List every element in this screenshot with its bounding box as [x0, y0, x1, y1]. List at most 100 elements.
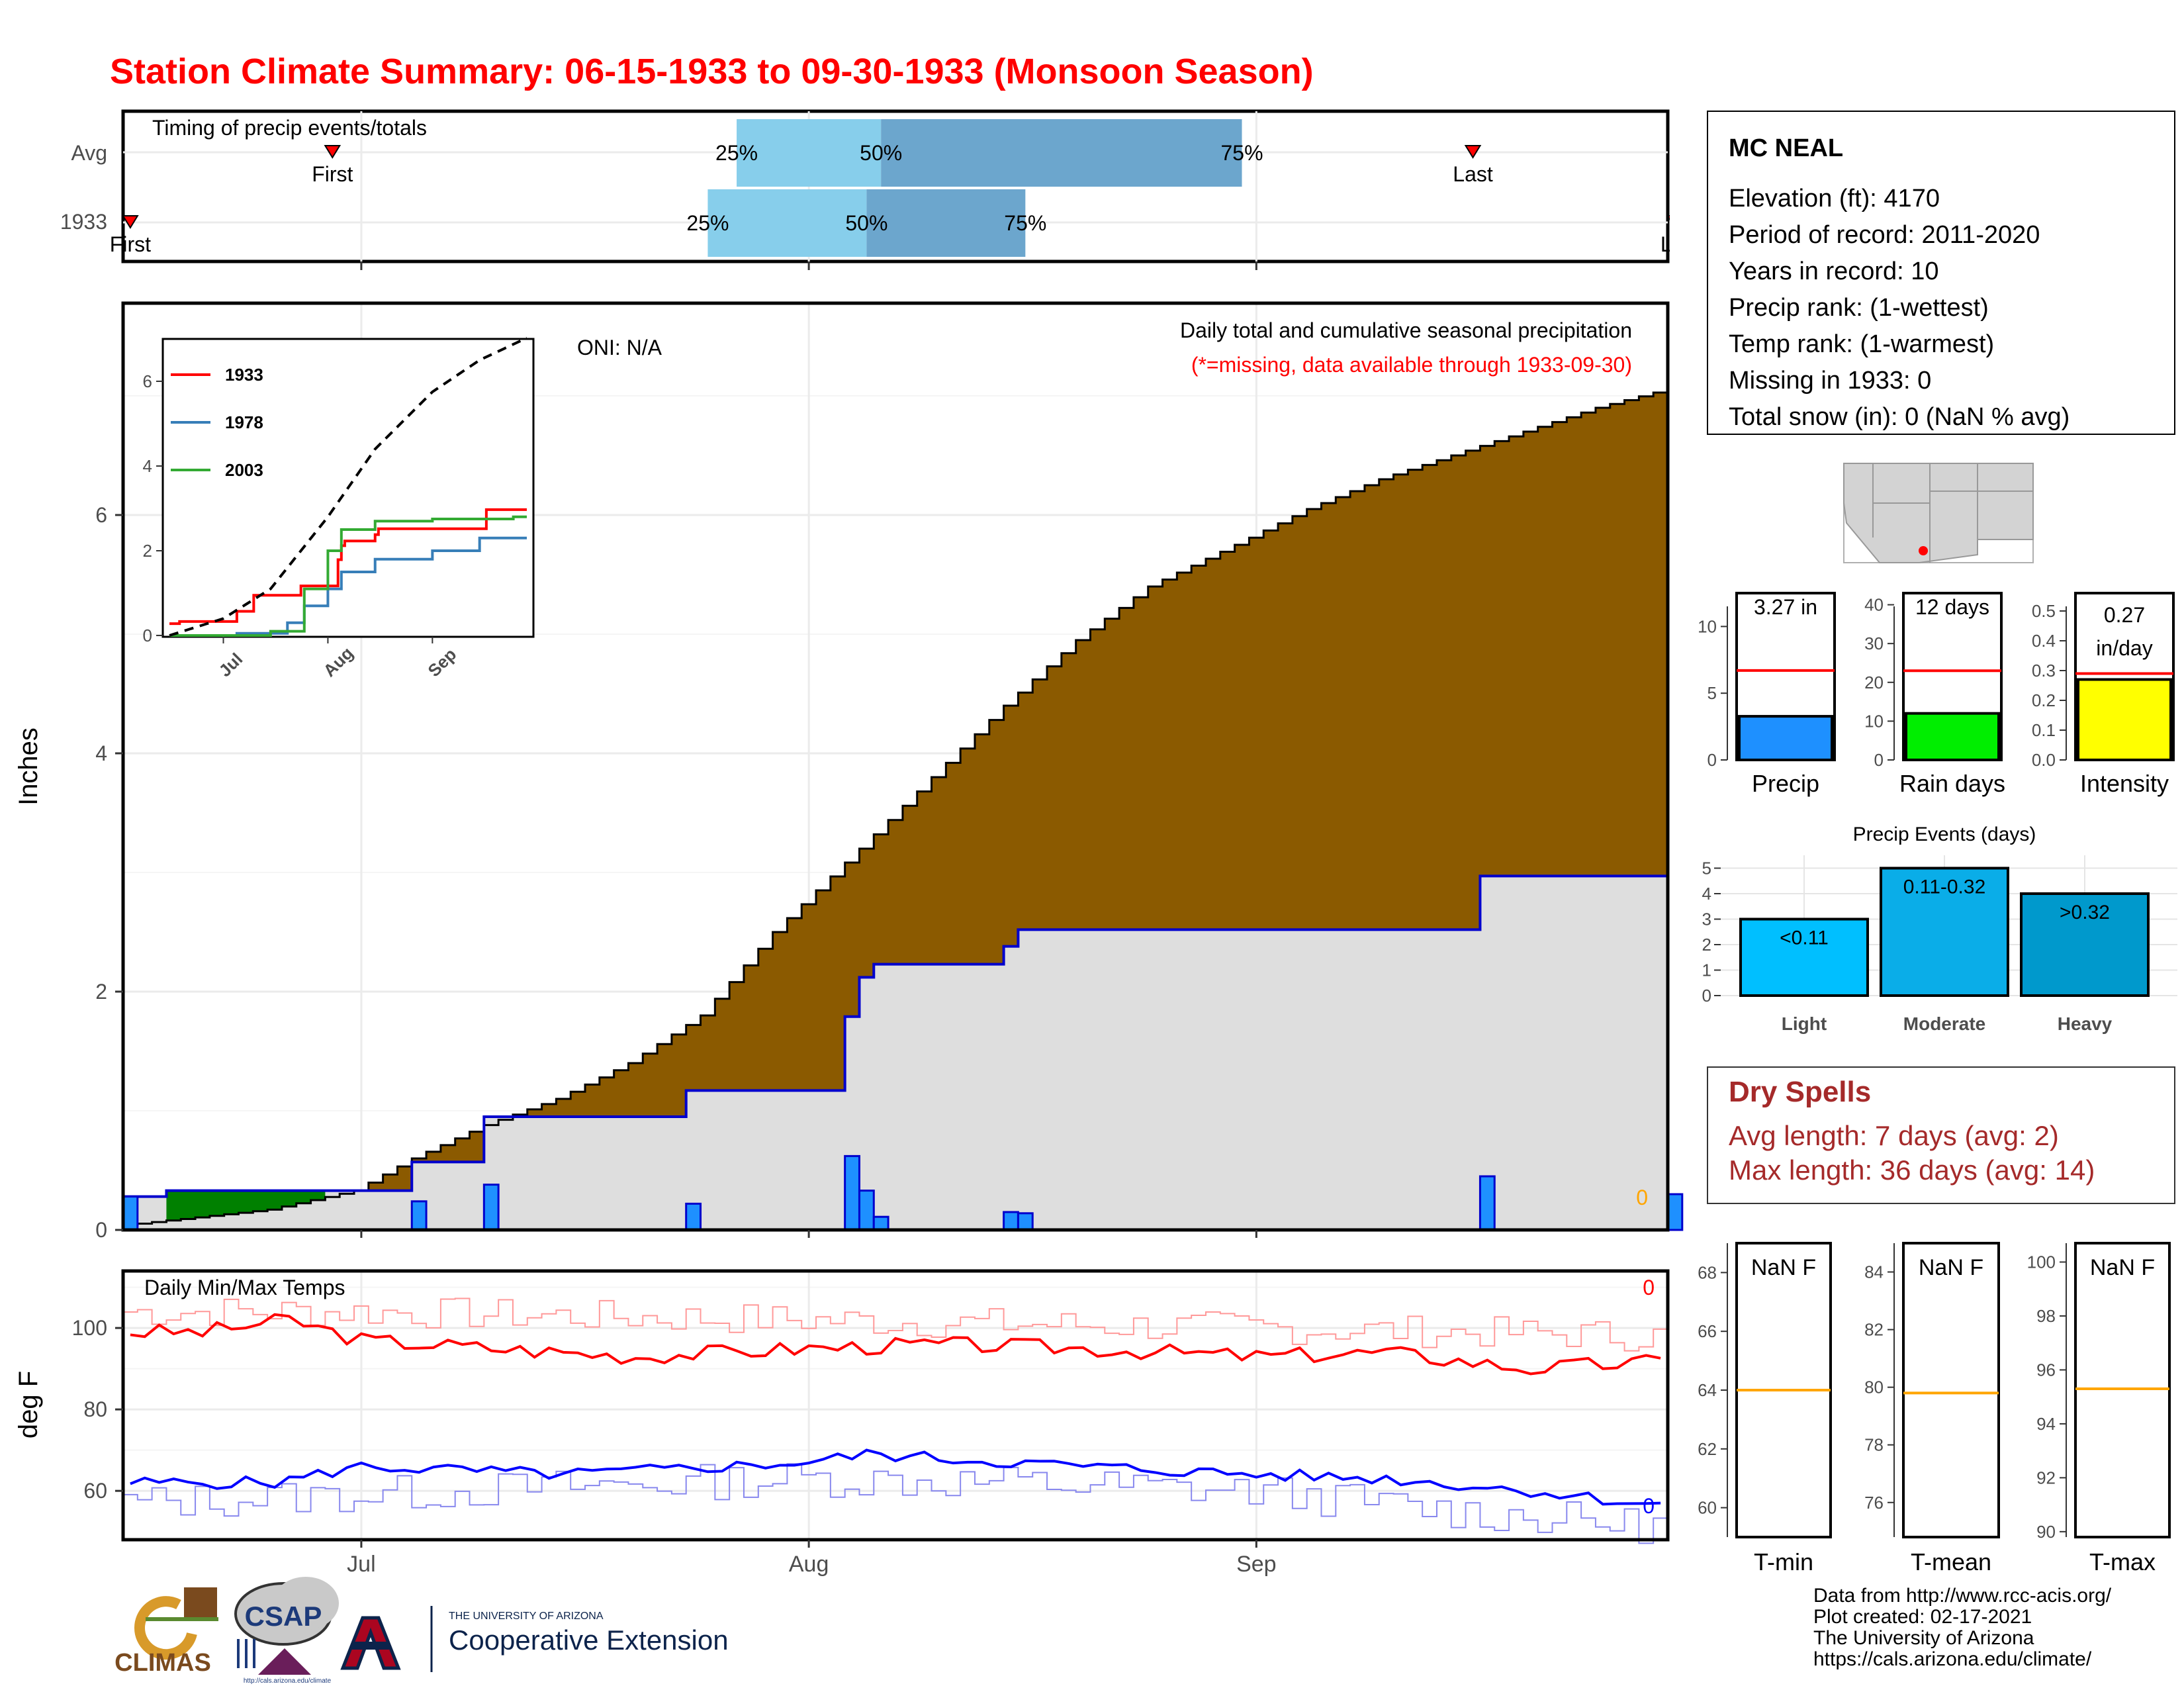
- events-bar-moderate: [1880, 867, 2009, 997]
- temp-bar-category-label: T-min: [1754, 1548, 1813, 1575]
- mini-bar-category-label: Intensity: [2080, 770, 2169, 797]
- daily-precip-bar: [1003, 1211, 1019, 1231]
- temp-ytick-label: 100: [72, 1316, 107, 1340]
- timing-row-1933: 1933: [60, 210, 107, 234]
- precip-ytick-label: 4: [95, 741, 107, 765]
- station-info-line: Total snow (in): 0 (NaN % avg): [1729, 403, 2070, 431]
- inset-average-line: [169, 336, 527, 637]
- mini-bar-category-label: Rain days: [1899, 770, 2005, 797]
- tmax-1933-line: [130, 1313, 1661, 1376]
- temp-bar-category-label: T-max: [2089, 1548, 2156, 1575]
- timing-1933-first-label: First: [110, 232, 151, 256]
- precip-panel-frame: [121, 301, 1670, 1232]
- station-info-line: Precip rank: (1-wettest): [1729, 294, 1989, 322]
- mini-ytick-label: 30: [1864, 633, 1884, 653]
- timing-avg-first-label: First: [312, 162, 353, 186]
- inset-ytick-label: 4: [143, 456, 152, 476]
- footer-line: Data from http://www.rcc-acis.org/: [1813, 1585, 2112, 1607]
- timing-1933-q2-bar: [866, 189, 1026, 257]
- temp-bar-ytick-label: 68: [1698, 1262, 1717, 1282]
- temp-ylabel: deg F: [14, 1371, 43, 1438]
- timing-1933-p50-label: 50%: [845, 211, 887, 235]
- mini-bar-value-label: 12 days: [1915, 595, 1989, 619]
- timing-avg-q2-bar: [881, 119, 1242, 187]
- dry-spells-box: [1707, 1066, 2175, 1204]
- events-ytick-label: 1: [1702, 961, 1711, 980]
- events-bar-heavy: [2020, 892, 2150, 997]
- temp-bar-ytick-label: 60: [1698, 1498, 1717, 1518]
- mini-ytick-label: 5: [1707, 683, 1717, 703]
- temp-bar-ytick-label: 82: [1864, 1320, 1884, 1340]
- tmax-average-line: [123, 1297, 1668, 1352]
- station-info-box: [1707, 111, 2175, 435]
- svg-text:http://cals.arizona.edu/climat: http://cals.arizona.edu/climate: [244, 1677, 332, 1685]
- timing-right-mask: [1670, 110, 1703, 263]
- footer-line: https://cals.arizona.edu/climate/: [1813, 1648, 2092, 1670]
- precip-ytick-label: 2: [95, 980, 107, 1004]
- daily-precip-bar: [410, 1200, 428, 1231]
- temp-bar-frame: [2074, 1242, 2171, 1538]
- events-bar-label: >0.32: [2060, 902, 2110, 923]
- precip-ytick-label: 0: [95, 1218, 107, 1242]
- daily-precip-bar: [1017, 1212, 1034, 1231]
- inset-legend-label: 1933: [225, 365, 263, 385]
- timing-avg-first-marker: [324, 145, 341, 159]
- timing-1933-p25-label: 25%: [686, 211, 729, 235]
- inset-series-2003: [169, 515, 527, 637]
- daily-precip-bar: [872, 1215, 889, 1231]
- timing-1933-first-marker: [122, 215, 139, 229]
- events-ytick-label: 3: [1702, 910, 1711, 929]
- temp-bar-value-label: NaN F: [2090, 1255, 2155, 1280]
- temp-bar-ytick-label: 96: [2036, 1360, 2056, 1380]
- events-title: Precip Events (days): [1853, 823, 2036, 845]
- mini-ytick-label: 0.5: [2032, 601, 2056, 621]
- mini-bar-value: [1738, 715, 1833, 761]
- events-bar-label: <0.11: [1780, 927, 1829, 949]
- temp-bar-ytick-label: 64: [1698, 1380, 1717, 1400]
- events-category-label: Moderate: [1903, 1013, 1985, 1034]
- mini-ytick-label: 10: [1698, 616, 1717, 636]
- tmin-average-line: [123, 1463, 1668, 1544]
- daily-precip-bar: [122, 1196, 139, 1231]
- temp-missing-max: 0: [1643, 1276, 1655, 1299]
- temp-xtick-label: Jul: [347, 1552, 375, 1577]
- precip-missing-count: 0: [1636, 1186, 1648, 1209]
- oni-label: ONI: N/A: [577, 336, 662, 359]
- temp-missing-min: 0: [1643, 1494, 1655, 1518]
- station-info-line: Elevation (ft): 4170: [1729, 185, 1940, 212]
- temp-bar-ytick-label: 98: [2036, 1306, 2056, 1326]
- svg-text:Cooperative Extension: Cooperative Extension: [449, 1624, 729, 1656]
- temp-bar-ytick-label: 100: [2027, 1252, 2056, 1272]
- daily-precip-bar: [858, 1190, 875, 1231]
- dry-spells-title: Dry Spells: [1729, 1076, 1871, 1108]
- dry-spells-max: Max length: 36 days (avg: 14): [1729, 1154, 2095, 1186]
- events-bar-light: [1739, 917, 1869, 997]
- temp-xtick-label: Aug: [789, 1552, 829, 1577]
- mini-bar-value: [2077, 678, 2172, 761]
- mini-bar-value-label: in/day: [2096, 636, 2152, 660]
- temp-bar-value-label: NaN F: [1919, 1255, 1983, 1280]
- observed-cumulative-area: [123, 876, 1668, 1230]
- station-name: MC NEAL: [1729, 134, 1843, 162]
- locator-map: [1843, 463, 2034, 563]
- temp-panel-bg: [123, 1271, 1668, 1540]
- climas-logo: CLIMAS: [114, 1587, 218, 1677]
- station-location-marker: [1919, 546, 1928, 555]
- timing-1933-p75-label: 75%: [1004, 211, 1046, 235]
- temp-bar-ytick-label: 78: [1864, 1435, 1884, 1455]
- ua-logo: THE UNIVERSITY OF ARIZONA Cooperative Ex…: [340, 1606, 729, 1672]
- timing-avg-p50-label: 50%: [860, 141, 902, 165]
- temp-bar-ytick-label: 92: [2036, 1468, 2056, 1487]
- missing-note: (*=missing, data available through 1933-…: [1191, 353, 1632, 377]
- csap-logo: CSAP http://cals.arizona.edu/climate: [234, 1577, 339, 1685]
- svg-text:THE UNIVERSITY OF ARIZONA: THE UNIVERSITY OF ARIZONA: [449, 1611, 604, 1622]
- mini-bar-value-label: 3.27 in: [1754, 595, 1817, 619]
- daily-precip-bar: [1479, 1175, 1496, 1231]
- mini-ytick-label: 20: [1864, 673, 1884, 692]
- timing-avg-p75-label: 75%: [1220, 141, 1263, 165]
- temp-bar-ytick-label: 66: [1698, 1321, 1717, 1341]
- station-info-line: Temp rank: (1-warmest): [1729, 330, 1994, 358]
- station-info-line: Years in record: 10: [1729, 258, 1939, 285]
- temp-bar-ytick-label: 94: [2036, 1414, 2056, 1434]
